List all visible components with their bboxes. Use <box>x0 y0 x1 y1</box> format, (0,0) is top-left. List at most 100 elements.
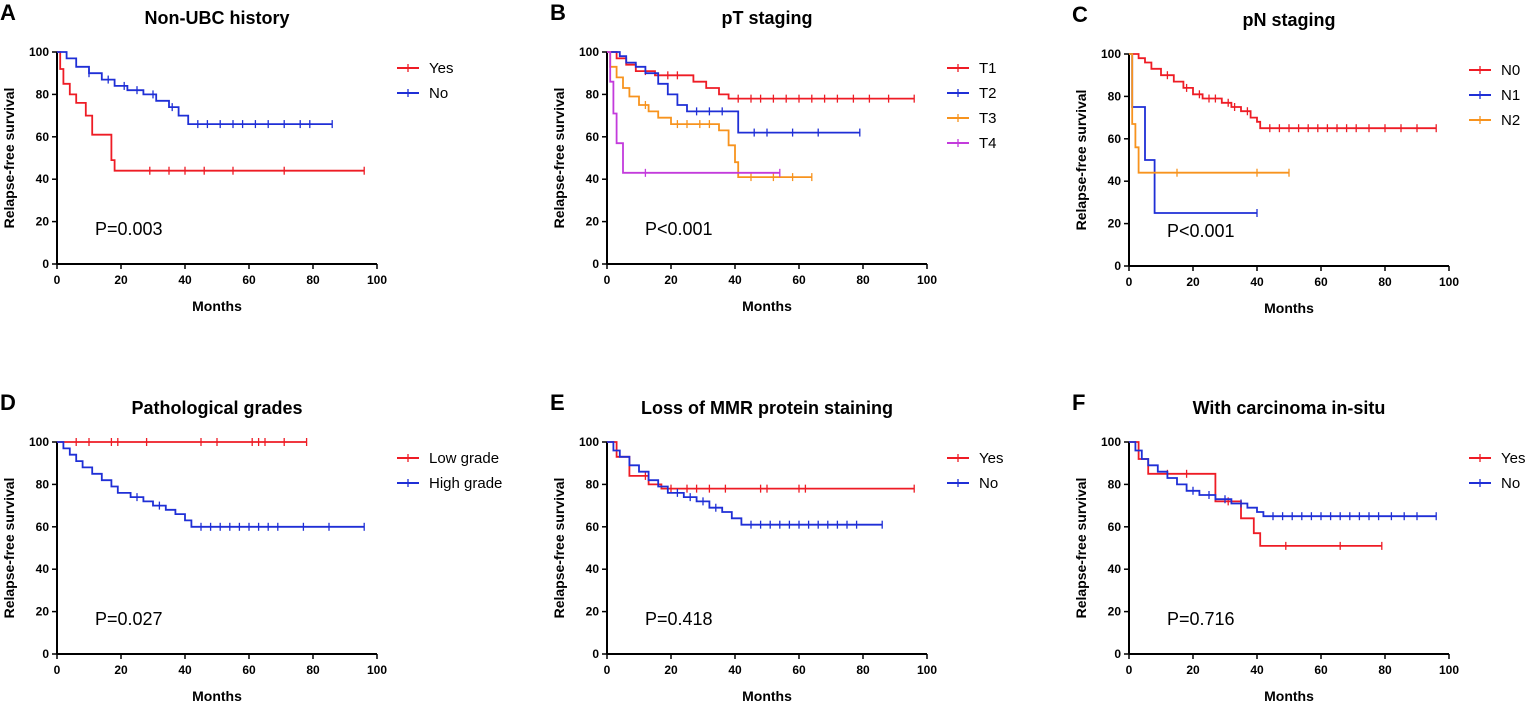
y-tick-label: 80 <box>586 87 600 101</box>
x-tick-label: 20 <box>114 273 128 287</box>
panel-letter: F <box>1072 390 1085 415</box>
y-tick-label: 60 <box>1108 520 1122 534</box>
legend-label: T4 <box>979 135 997 152</box>
panel-a: A Non-UBC history 0 20 40 60 80 100 0 20 40 60 80 100… <box>0 0 453 314</box>
x-tick-label: 60 <box>792 663 806 677</box>
survival-curve <box>57 51 365 172</box>
p-value: P<0.001 <box>645 219 713 239</box>
legend-label: Yes <box>979 450 1003 467</box>
y-tick-label: 20 <box>36 605 50 619</box>
survival-curve <box>607 441 883 526</box>
legend-label: T3 <box>979 110 997 127</box>
x-tick-label: 0 <box>1126 663 1133 677</box>
series-t4 <box>607 51 781 177</box>
chart-title: Pathological grades <box>131 398 302 418</box>
y-tick-label: 100 <box>1101 47 1121 61</box>
x-tick-label: 60 <box>792 273 806 287</box>
x-axis-label: Months <box>1264 300 1314 316</box>
x-tick-label: 20 <box>664 273 678 287</box>
y-tick-label: 0 <box>1114 259 1121 273</box>
y-tick-label: 0 <box>42 647 49 661</box>
x-tick-label: 60 <box>1314 663 1328 677</box>
x-axis-label: Months <box>192 298 242 314</box>
x-tick-label: 80 <box>856 663 870 677</box>
survival-curve <box>1129 53 1289 174</box>
y-tick-label: 60 <box>1108 132 1122 146</box>
panel-e: E Loss of MMR protein staining 0 20 40 60 80 10… <box>550 390 1003 701</box>
legend-label: N2 <box>1501 112 1520 129</box>
x-tick-label: 20 <box>664 663 678 677</box>
series-no <box>607 441 883 529</box>
x-axis-label: Months <box>742 688 792 701</box>
y-tick-label: 60 <box>586 520 600 534</box>
x-tick-label: 20 <box>1186 663 1200 677</box>
y-tick-label: 80 <box>1108 477 1122 491</box>
legend-label: No <box>1501 475 1520 492</box>
survival-curve <box>607 51 915 100</box>
panel-d: D Pathological grades 0 20 40 60 80 100 0 20 40 60 8… <box>0 390 502 701</box>
series-yes <box>607 441 915 493</box>
y-tick-label: 100 <box>29 45 49 59</box>
y-tick-label: 40 <box>36 172 50 186</box>
series-high-grade <box>57 441 365 531</box>
survival-curve <box>57 441 365 528</box>
y-tick-label: 100 <box>1101 435 1121 449</box>
x-tick-label: 100 <box>1439 663 1459 677</box>
x-tick-label: 40 <box>1250 663 1264 677</box>
x-tick-label: 40 <box>1250 275 1264 289</box>
x-axis-label: Months <box>742 298 792 314</box>
x-tick-label: 60 <box>242 273 256 287</box>
y-tick-label: 0 <box>592 647 599 661</box>
x-tick-label: 40 <box>728 663 742 677</box>
x-tick-label: 0 <box>604 273 611 287</box>
y-tick-label: 40 <box>586 172 600 186</box>
y-tick-label: 20 <box>586 215 600 229</box>
survival-curve <box>607 51 860 134</box>
legend-label: Yes <box>1501 450 1525 467</box>
y-tick-label: 60 <box>36 130 50 144</box>
legend-label: N0 <box>1501 62 1520 79</box>
legend-label: N1 <box>1501 87 1520 104</box>
chart-title: Non-UBC history <box>145 8 290 28</box>
x-tick-label: 80 <box>1378 663 1392 677</box>
x-tick-label: 0 <box>54 273 61 287</box>
y-tick-label: 60 <box>36 520 50 534</box>
y-tick-label: 80 <box>1108 89 1122 103</box>
legend-label: High grade <box>429 475 502 492</box>
y-tick-label: 80 <box>36 87 50 101</box>
y-tick-label: 20 <box>1108 605 1122 619</box>
panel-letter: B <box>550 0 566 25</box>
legend-label: Low grade <box>429 450 499 467</box>
series-n0 <box>1129 53 1437 133</box>
y-tick-label: 60 <box>586 130 600 144</box>
series-low-grade <box>57 438 308 446</box>
y-tick-label: 40 <box>1108 562 1122 576</box>
y-tick-label: 100 <box>29 435 49 449</box>
legend-label: Yes <box>429 60 453 77</box>
survival-curve <box>1129 441 1437 518</box>
chart-title: With carcinoma in-situ <box>1193 398 1386 418</box>
survival-curve <box>607 51 812 178</box>
y-tick-label: 40 <box>36 562 50 576</box>
y-axis-label: Relapse-free survival <box>1073 478 1089 619</box>
y-axis-label: Relapse-free survival <box>551 478 567 619</box>
x-tick-label: 0 <box>604 663 611 677</box>
panel-f: F With carcinoma in-situ 0 20 40 60 80 100 0 20 40… <box>1072 390 1525 701</box>
p-value: P=0.716 <box>1167 609 1235 629</box>
chart-title: Loss of MMR protein staining <box>641 398 893 418</box>
y-tick-label: 100 <box>579 45 599 59</box>
y-axis-label: Relapse-free survival <box>1 88 17 229</box>
survival-curve <box>607 51 780 174</box>
series-no <box>57 51 333 129</box>
x-tick-label: 40 <box>178 273 192 287</box>
p-value: P<0.001 <box>1167 221 1235 241</box>
y-tick-label: 40 <box>1108 174 1122 188</box>
series-n1 <box>1129 53 1258 217</box>
x-tick-label: 100 <box>917 663 937 677</box>
x-tick-label: 80 <box>306 273 320 287</box>
series-no <box>1129 441 1437 521</box>
legend-label: No <box>429 85 448 102</box>
y-tick-label: 0 <box>592 257 599 271</box>
x-tick-label: 100 <box>367 273 387 287</box>
